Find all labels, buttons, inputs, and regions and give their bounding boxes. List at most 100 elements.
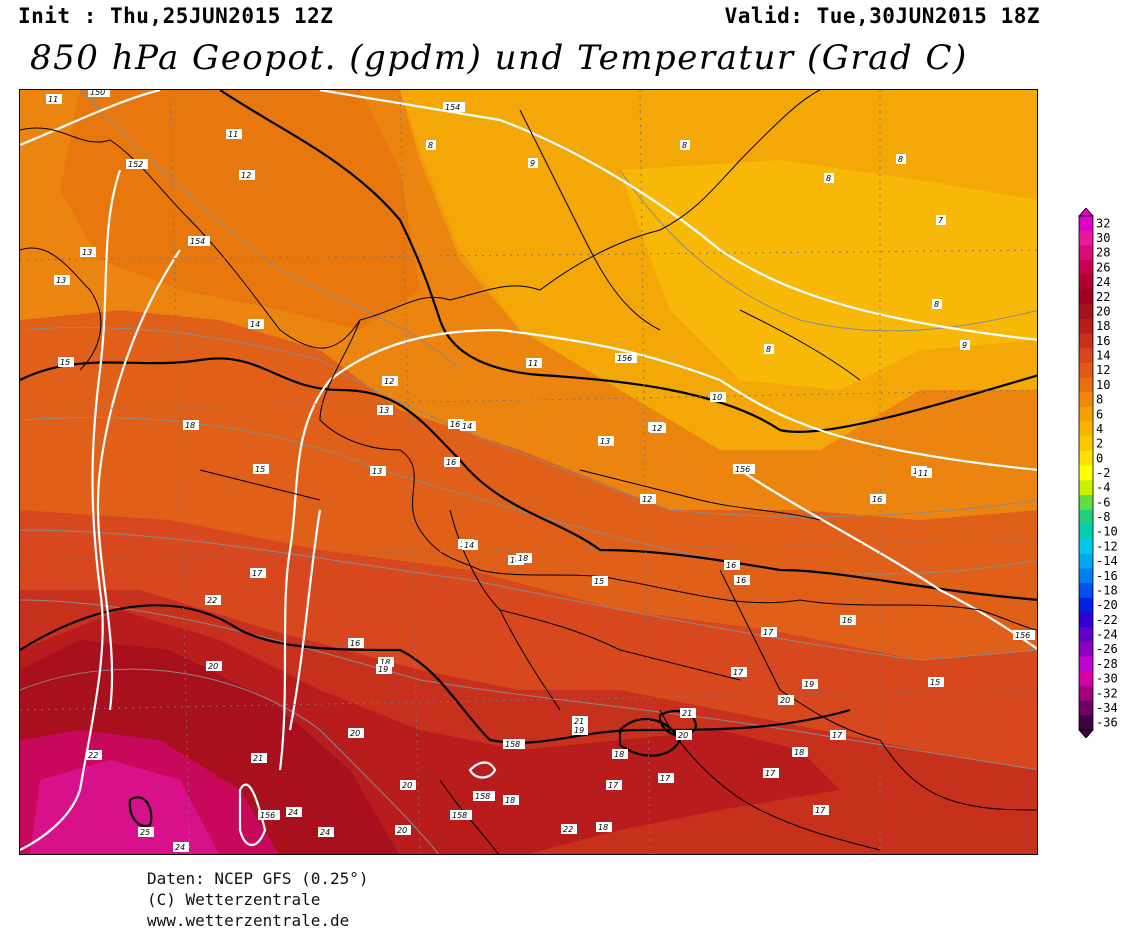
temperature-label: 17: [608, 781, 619, 790]
temperature-label: 11: [228, 130, 238, 139]
temperature-label-box: [734, 575, 750, 585]
legend-arrow-bottom: [1078, 729, 1094, 738]
legend-tick-label: -32: [1096, 686, 1118, 700]
legend-swatch: [1079, 392, 1093, 408]
temperature-label-box: [936, 215, 946, 225]
temperature-label: 18: [518, 554, 528, 563]
legend-swatch: [1079, 553, 1093, 569]
legend-swatch: [1079, 216, 1093, 232]
legend-arrow-top: [1078, 208, 1094, 217]
temperature-label-box: [226, 129, 242, 139]
init-time: Init : Thu,25JUN2015 12Z: [18, 4, 334, 28]
temperature-label-box: [395, 825, 411, 835]
legend-swatch: [1079, 230, 1093, 246]
temperature-label-box: [378, 657, 394, 667]
legend-swatch: [1079, 480, 1093, 496]
temperature-label: 22: [88, 751, 98, 760]
valid-time: Valid: Tue,30JUN2015 18Z: [724, 4, 1040, 28]
legend-tick-label: -30: [1096, 672, 1118, 686]
legend-tick-label: -20: [1096, 598, 1118, 612]
temperature-label: 16: [450, 420, 460, 429]
temperature-label: 9: [962, 341, 967, 350]
legend-tick-label: -2: [1096, 466, 1110, 480]
legend-swatch: [1079, 685, 1093, 702]
temperature-label-box: [640, 494, 656, 504]
legend-swatch: [1079, 274, 1093, 290]
geopotential-label: 156: [617, 354, 632, 363]
lat-lon-grid: [20, 90, 1037, 854]
legend-swatch: [1079, 656, 1093, 672]
temperature-label-box: [830, 730, 846, 740]
temperature-label-box: [932, 299, 942, 309]
temperature-label: 17: [815, 806, 826, 815]
temperature-label: 8: [934, 300, 939, 309]
temperature-label-box: [916, 468, 932, 478]
temperature-label: 12: [652, 424, 662, 433]
temperature-label: 9: [530, 159, 535, 168]
geopotential-label-box: [503, 739, 525, 749]
temperature-label: 18: [185, 421, 195, 430]
legend-swatch: [1079, 715, 1093, 731]
temperature-label: 10: [712, 393, 722, 402]
legend-tick-label: -14: [1096, 554, 1118, 568]
temperature-label-box: [824, 173, 834, 183]
temperature-label: 16: [446, 458, 456, 467]
geopotential-label: 158: [505, 740, 520, 749]
temperature-label: 15: [255, 465, 265, 474]
temperature-label: 20: [397, 826, 407, 835]
legend-swatch: [1079, 450, 1093, 467]
temperature-label: 13: [56, 276, 66, 285]
geopotential-label-box: [733, 464, 755, 474]
legend-tick-label: 32: [1096, 216, 1110, 230]
temperature-label-box: [763, 768, 779, 778]
temperature-label-box: [462, 540, 478, 550]
legend-tick-label: 14: [1096, 349, 1110, 363]
geopotential-label-box: [473, 791, 495, 801]
temperature-label: 18: [794, 748, 804, 757]
temperature-label-box: [710, 392, 726, 402]
legend-tick-label: 8: [1096, 393, 1103, 407]
temperature-label-box: [676, 730, 692, 740]
geopotential-label: 158: [452, 811, 467, 820]
temperature-label-box: [840, 615, 856, 625]
temperature-label-box: [761, 627, 777, 637]
temperature-label: 17: [832, 731, 843, 740]
temperature-label-box: [183, 420, 199, 430]
legend-swatch: [1079, 377, 1093, 393]
geopotential-label-box: [450, 810, 472, 820]
temperature-label-box: [526, 358, 542, 368]
temperature-label-box: [928, 677, 944, 687]
temperature-label-box: [561, 824, 577, 834]
temperature-label: 20: [350, 729, 360, 738]
legend-swatch: [1079, 406, 1093, 423]
geopotential-label: 154: [445, 103, 460, 112]
footer-credits: Daten: NCEP GFS (0.25°) (C) Wetterzentra…: [147, 868, 369, 931]
geopotential-label: 152: [128, 160, 143, 169]
temperature-label-box: [592, 576, 608, 586]
temperature-label-box: [516, 553, 532, 563]
temperature-label: 11: [48, 95, 58, 104]
temperature-label: 13: [372, 467, 382, 476]
temperature-label-box: [731, 667, 747, 677]
color-scale-legend: 32 30 28 26 24 22 20 18 16 14 12 10 8 6 4 2 0 -2 -4 -6 -8 -10…: [1075, 208, 1135, 738]
legend-tick-label: 20: [1096, 304, 1110, 318]
temperature-label-box: [658, 773, 674, 783]
geopotential-label-box: [1013, 630, 1035, 640]
temperature-label: 24: [320, 828, 330, 837]
legend-tick-label: 28: [1096, 246, 1110, 260]
legend-swatch: [1079, 524, 1093, 540]
temperature-label: 8: [898, 155, 903, 164]
temperature-label-box: [813, 805, 829, 815]
temperature-label: 13: [600, 437, 610, 446]
temperature-label-box: [382, 376, 398, 386]
legend-swatch: [1079, 304, 1093, 320]
geopotential-label: 156: [1015, 631, 1030, 640]
temperature-label: 25: [140, 828, 150, 837]
temperature-label-box: [54, 275, 70, 285]
map-title: 850 hPa Geopot. (gpdm) und Temperatur (G…: [30, 38, 968, 78]
temperature-label: 21: [253, 754, 263, 763]
temperature-label: 16: [726, 561, 736, 570]
legend-swatch: [1079, 289, 1093, 305]
legend-swatch: [1079, 260, 1093, 276]
geopotential-label-box: [443, 102, 465, 112]
